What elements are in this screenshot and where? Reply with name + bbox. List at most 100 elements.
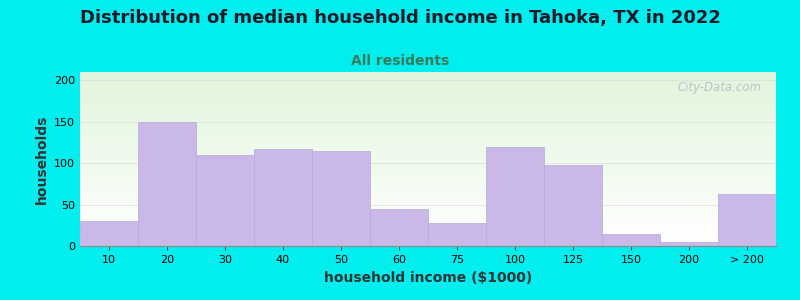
Bar bbox=[80, 122, 776, 124]
Bar bbox=[80, 176, 776, 178]
Bar bbox=[80, 79, 776, 81]
Bar bbox=[80, 145, 776, 147]
Bar bbox=[80, 183, 776, 185]
Bar bbox=[80, 110, 776, 112]
Bar bbox=[80, 241, 776, 242]
Bar bbox=[80, 109, 776, 110]
Bar bbox=[80, 190, 776, 192]
Bar bbox=[370, 209, 428, 246]
Bar bbox=[80, 136, 776, 138]
Bar bbox=[80, 138, 776, 140]
Bar bbox=[80, 131, 776, 133]
Bar bbox=[80, 164, 776, 166]
Bar bbox=[80, 152, 776, 154]
Bar bbox=[80, 187, 776, 189]
Bar bbox=[80, 224, 776, 225]
Y-axis label: households: households bbox=[34, 114, 49, 204]
Bar bbox=[80, 96, 776, 98]
Bar bbox=[80, 155, 776, 157]
Bar bbox=[80, 221, 138, 246]
Bar bbox=[80, 86, 776, 88]
Bar bbox=[80, 114, 776, 116]
Bar bbox=[80, 220, 776, 222]
Bar bbox=[80, 88, 776, 89]
Bar bbox=[80, 91, 776, 93]
Bar bbox=[80, 76, 776, 77]
Bar bbox=[80, 74, 776, 76]
Bar bbox=[80, 124, 776, 126]
Bar bbox=[80, 236, 776, 237]
Bar bbox=[80, 77, 776, 79]
Bar bbox=[80, 129, 776, 131]
Bar bbox=[80, 211, 776, 213]
Bar bbox=[428, 223, 486, 246]
Bar bbox=[80, 213, 776, 215]
Bar bbox=[80, 239, 776, 241]
Bar bbox=[718, 194, 776, 246]
Bar bbox=[80, 100, 776, 102]
Bar bbox=[80, 225, 776, 227]
Bar bbox=[80, 215, 776, 216]
Bar bbox=[80, 105, 776, 107]
Bar bbox=[80, 237, 776, 239]
Bar bbox=[80, 147, 776, 148]
Bar bbox=[80, 175, 776, 176]
Bar bbox=[80, 189, 776, 190]
Bar bbox=[80, 169, 776, 171]
Bar bbox=[80, 148, 776, 150]
Bar bbox=[80, 222, 776, 224]
Bar bbox=[80, 168, 776, 169]
Bar bbox=[80, 208, 776, 209]
Bar bbox=[138, 122, 196, 246]
Bar bbox=[80, 98, 776, 100]
Bar bbox=[80, 163, 776, 164]
Bar bbox=[80, 135, 776, 137]
Bar bbox=[80, 173, 776, 175]
Bar bbox=[544, 165, 602, 246]
Bar bbox=[80, 140, 776, 142]
Bar bbox=[80, 117, 776, 119]
Bar bbox=[80, 234, 776, 236]
Bar bbox=[80, 180, 776, 182]
Text: City-Data.com: City-Data.com bbox=[678, 81, 762, 94]
Bar bbox=[660, 242, 718, 246]
Bar bbox=[80, 107, 776, 109]
Bar bbox=[80, 166, 776, 168]
Bar bbox=[80, 154, 776, 155]
Bar bbox=[80, 229, 776, 230]
Bar bbox=[80, 204, 776, 206]
Bar bbox=[80, 133, 776, 135]
Text: All residents: All residents bbox=[351, 54, 449, 68]
Bar bbox=[602, 234, 660, 246]
Bar bbox=[80, 126, 776, 128]
Bar bbox=[80, 121, 776, 122]
Bar bbox=[80, 182, 776, 183]
Bar bbox=[80, 178, 776, 180]
Bar bbox=[312, 151, 370, 246]
Bar bbox=[80, 116, 776, 117]
Bar bbox=[80, 194, 776, 196]
Bar bbox=[80, 157, 776, 159]
Bar bbox=[80, 227, 776, 229]
Bar bbox=[80, 201, 776, 203]
Bar bbox=[80, 216, 776, 218]
Bar bbox=[80, 142, 776, 143]
Bar bbox=[80, 94, 776, 96]
Bar bbox=[80, 93, 776, 94]
X-axis label: household income ($1000): household income ($1000) bbox=[324, 271, 532, 285]
Text: Distribution of median household income in Tahoka, TX in 2022: Distribution of median household income … bbox=[79, 9, 721, 27]
Bar bbox=[80, 185, 776, 187]
Bar bbox=[80, 89, 776, 91]
Bar bbox=[80, 72, 776, 74]
Bar bbox=[80, 161, 776, 163]
Bar bbox=[80, 171, 776, 173]
Bar bbox=[80, 202, 776, 204]
Bar bbox=[80, 206, 776, 208]
Bar bbox=[80, 192, 776, 194]
Bar bbox=[80, 232, 776, 234]
Bar bbox=[80, 102, 776, 103]
Bar bbox=[80, 119, 776, 121]
Bar bbox=[80, 112, 776, 114]
Bar bbox=[80, 244, 776, 246]
Bar bbox=[196, 155, 254, 246]
